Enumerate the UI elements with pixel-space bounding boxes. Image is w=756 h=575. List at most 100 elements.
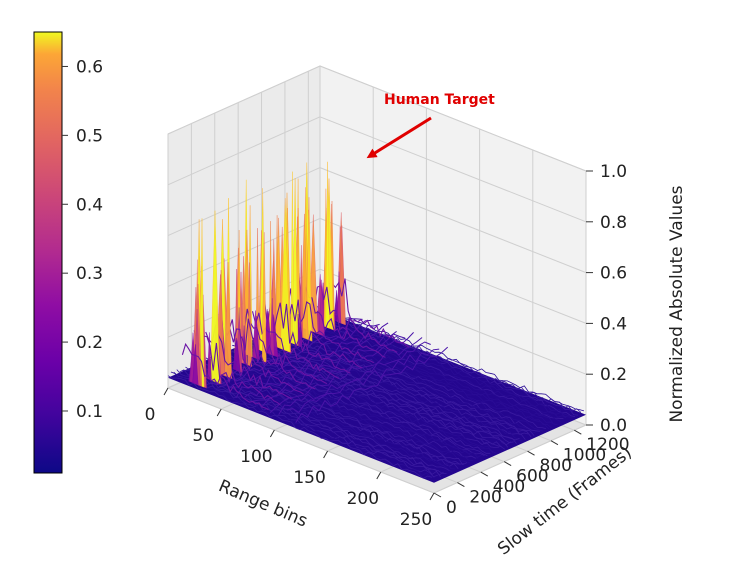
colorbar-tick-label: 0.2	[76, 333, 103, 353]
surface-ridge	[219, 319, 372, 387]
surface-row-ridge	[287, 288, 375, 364]
surface-row-ridge	[298, 280, 386, 358]
surface-row-ridge	[310, 285, 398, 353]
surface-row-ridge	[216, 316, 304, 395]
y-tick	[433, 492, 442, 498]
surface-peak	[247, 262, 252, 367]
z-axis-label: Normalized Absolute Values	[667, 185, 687, 422]
surface-strand	[281, 324, 546, 429]
surface-ridge	[253, 333, 406, 402]
surface-strand	[270, 329, 535, 436]
surface-row-ridge	[240, 308, 328, 385]
y-tick-label: 0	[446, 498, 457, 518]
grid-line	[167, 167, 321, 237]
z-tick-label: 0.6	[600, 264, 627, 284]
y-tick	[503, 461, 512, 467]
surface-strand	[226, 347, 491, 454]
x-tick	[323, 450, 329, 459]
surface-peak	[336, 271, 342, 324]
surface-ridge	[269, 337, 423, 413]
surface-strand	[252, 336, 517, 445]
surface-ridge	[295, 346, 449, 423]
colorbar-tick-label: 0.1	[76, 402, 103, 422]
surface-ridge	[235, 322, 389, 398]
surface-peak	[192, 344, 199, 386]
grid-line	[319, 268, 587, 375]
x-tick-label: 50	[192, 426, 214, 446]
x-tick-label: 150	[293, 468, 325, 488]
grid-line	[167, 116, 321, 186]
y-tick	[550, 440, 559, 446]
y-tick	[574, 429, 582, 435]
y-tick-label: 800	[540, 456, 572, 476]
x-tick	[163, 387, 169, 396]
surface-peak	[261, 232, 267, 363]
x-tick-label: 100	[240, 447, 272, 467]
surface-strand	[290, 317, 555, 426]
surface-strand	[316, 306, 582, 413]
x-tick-label: 200	[347, 489, 379, 509]
colorbar-tick-label: 0.6	[76, 57, 103, 77]
surface-strand	[299, 316, 564, 420]
surface-strand	[273, 327, 538, 434]
surface-peak	[232, 337, 241, 373]
surface-strand	[179, 369, 444, 476]
surface-strand	[235, 345, 500, 448]
surface-strand	[223, 347, 488, 457]
surface-row-ridge	[228, 318, 316, 390]
colorbar-tick-label: 0.3	[76, 264, 103, 284]
surface-strand	[238, 342, 503, 448]
y-tick-label: 1200	[586, 435, 629, 455]
surface-peak	[207, 332, 212, 381]
x-tick	[269, 429, 275, 438]
y-tick-label: 1000	[563, 446, 606, 466]
y-tick	[527, 450, 535, 456]
surface-strand	[287, 323, 552, 429]
surface-row-ridge	[193, 330, 281, 406]
surface-row-ridge	[322, 278, 410, 348]
surface-strand	[246, 340, 512, 446]
z-tick-label: 0.8	[600, 213, 627, 233]
colorbar-tick-label: 0.5	[76, 126, 103, 146]
colorbar-gradient	[33, 31, 63, 474]
surface-peak	[210, 210, 220, 384]
grid-line	[319, 65, 587, 172]
grid-line	[433, 424, 587, 494]
annotation-text: Human Target	[384, 92, 495, 108]
grid-line	[319, 116, 587, 223]
surface-peak	[252, 310, 259, 360]
colorbar-ticks: 0.1 0.2 0.3 0.4 0.5 0.6	[62, 57, 103, 422]
y-tick-label: 600	[516, 467, 548, 487]
x-tick	[429, 492, 435, 501]
colorbar: 0.1 0.2 0.3 0.4 0.5 0.6	[33, 31, 103, 474]
surface-strand	[173, 371, 438, 478]
surface-strand	[205, 357, 471, 464]
surface-strand	[214, 353, 479, 459]
surface-strand	[261, 334, 526, 440]
surface-strand	[208, 356, 473, 461]
surface-strand	[167, 375, 433, 479]
surface-strand	[217, 352, 482, 458]
z-tick-label: 0.4	[600, 314, 627, 334]
grid-line	[319, 167, 587, 274]
surface-ridge	[261, 332, 414, 408]
annotation-arrow	[366, 116, 432, 159]
grid-line	[167, 65, 321, 135]
surface-row-ridge	[205, 324, 293, 400]
y-tick-label: 400	[493, 477, 525, 497]
y-tick	[480, 471, 489, 477]
y-tick	[457, 482, 465, 487]
surface-plot	[167, 161, 586, 483]
surface-ridge	[227, 323, 380, 390]
surface-strand	[308, 310, 573, 418]
surface-row-ridge	[251, 311, 339, 379]
z-tick-label: 1.0	[600, 162, 627, 182]
surface-strand	[202, 359, 468, 466]
x-tick-label: 0	[145, 405, 156, 425]
surface-strand	[176, 369, 441, 478]
y-tick-label: 200	[469, 488, 501, 508]
colorbar-tick-label: 0.4	[76, 195, 103, 215]
grid-line	[167, 387, 435, 494]
